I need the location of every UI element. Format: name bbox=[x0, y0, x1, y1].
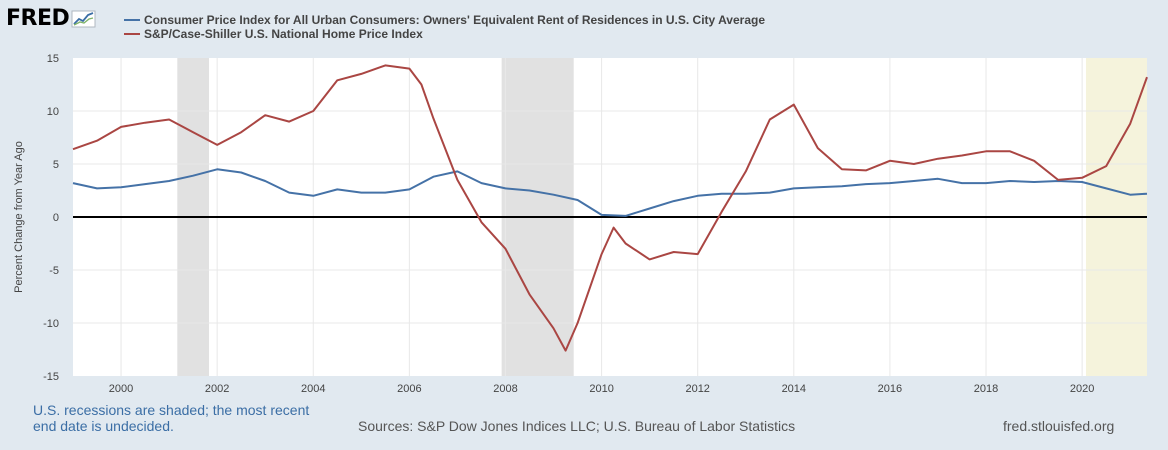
sources-text: Sources: S&P Dow Jones Indices LLC; U.S.… bbox=[358, 418, 796, 434]
x-tick-label-2002: 2002 bbox=[205, 383, 229, 395]
y-tick-label-15: 15 bbox=[47, 53, 59, 65]
recession-note-line2: end date is undecided. bbox=[33, 418, 174, 434]
y-tick-label--15: -15 bbox=[43, 371, 59, 383]
recession-note: U.S. recessions are shaded; the most rec… bbox=[33, 402, 333, 434]
series-line-0[interactable] bbox=[72, 168, 1148, 217]
series-line-1[interactable] bbox=[72, 64, 1148, 352]
legend-swatch-oer bbox=[124, 19, 140, 21]
y-axis-ticks: 15 10 5 0 -5 -10 -15 bbox=[43, 53, 59, 383]
x-tick-label-2016: 2016 bbox=[878, 383, 902, 395]
legend-label-oer: Consumer Price Index for All Urban Consu… bbox=[144, 13, 766, 27]
x-tick-label-2014: 2014 bbox=[782, 383, 806, 395]
x-axis-ticks: 2000 2002 2004 2006 2008 2010 2012 2014 2016 2018… bbox=[109, 383, 1095, 395]
fred-logo[interactable]: FRED bbox=[6, 6, 97, 31]
y-tick-label--5: -5 bbox=[49, 265, 59, 277]
legend-item-oer[interactable]: Consumer Price Index for All Urban Consu… bbox=[124, 13, 765, 27]
y-tick-label-5: 5 bbox=[53, 159, 59, 171]
fred-logo-text: FRED bbox=[6, 6, 70, 31]
series-lines bbox=[72, 64, 1148, 352]
legend-item-case-shiller[interactable]: S&P/Case-Shiller U.S. National Home Pric… bbox=[124, 27, 765, 41]
x-tick-label-2012: 2012 bbox=[685, 383, 709, 395]
x-tick-label-2008: 2008 bbox=[493, 383, 517, 395]
y-tick-label-10: 10 bbox=[47, 106, 59, 118]
site-link[interactable]: fred.stlouisfed.org bbox=[1003, 418, 1115, 434]
x-tick-label-2004: 2004 bbox=[301, 383, 325, 395]
x-tick-label-2018: 2018 bbox=[974, 383, 998, 395]
x-tick-label-2010: 2010 bbox=[589, 383, 613, 395]
recession-note-line1: U.S. recessions are shaded; the most rec… bbox=[33, 402, 310, 418]
y-tick-label--10: -10 bbox=[43, 318, 59, 330]
x-tick-label-2020: 2020 bbox=[1070, 383, 1094, 395]
y-axis-label: Percent Change from Year Ago bbox=[13, 141, 25, 293]
fred-logo-graph-icon bbox=[71, 10, 96, 27]
x-tick-label-2000: 2000 bbox=[109, 383, 133, 395]
legend-swatch-case-shiller bbox=[124, 33, 140, 35]
legend: Consumer Price Index for All Urban Consu… bbox=[124, 13, 765, 41]
y-tick-label-0: 0 bbox=[53, 212, 59, 224]
x-tick-label-2006: 2006 bbox=[397, 383, 421, 395]
legend-label-case-shiller: S&P/Case-Shiller U.S. National Home Pric… bbox=[144, 27, 423, 41]
